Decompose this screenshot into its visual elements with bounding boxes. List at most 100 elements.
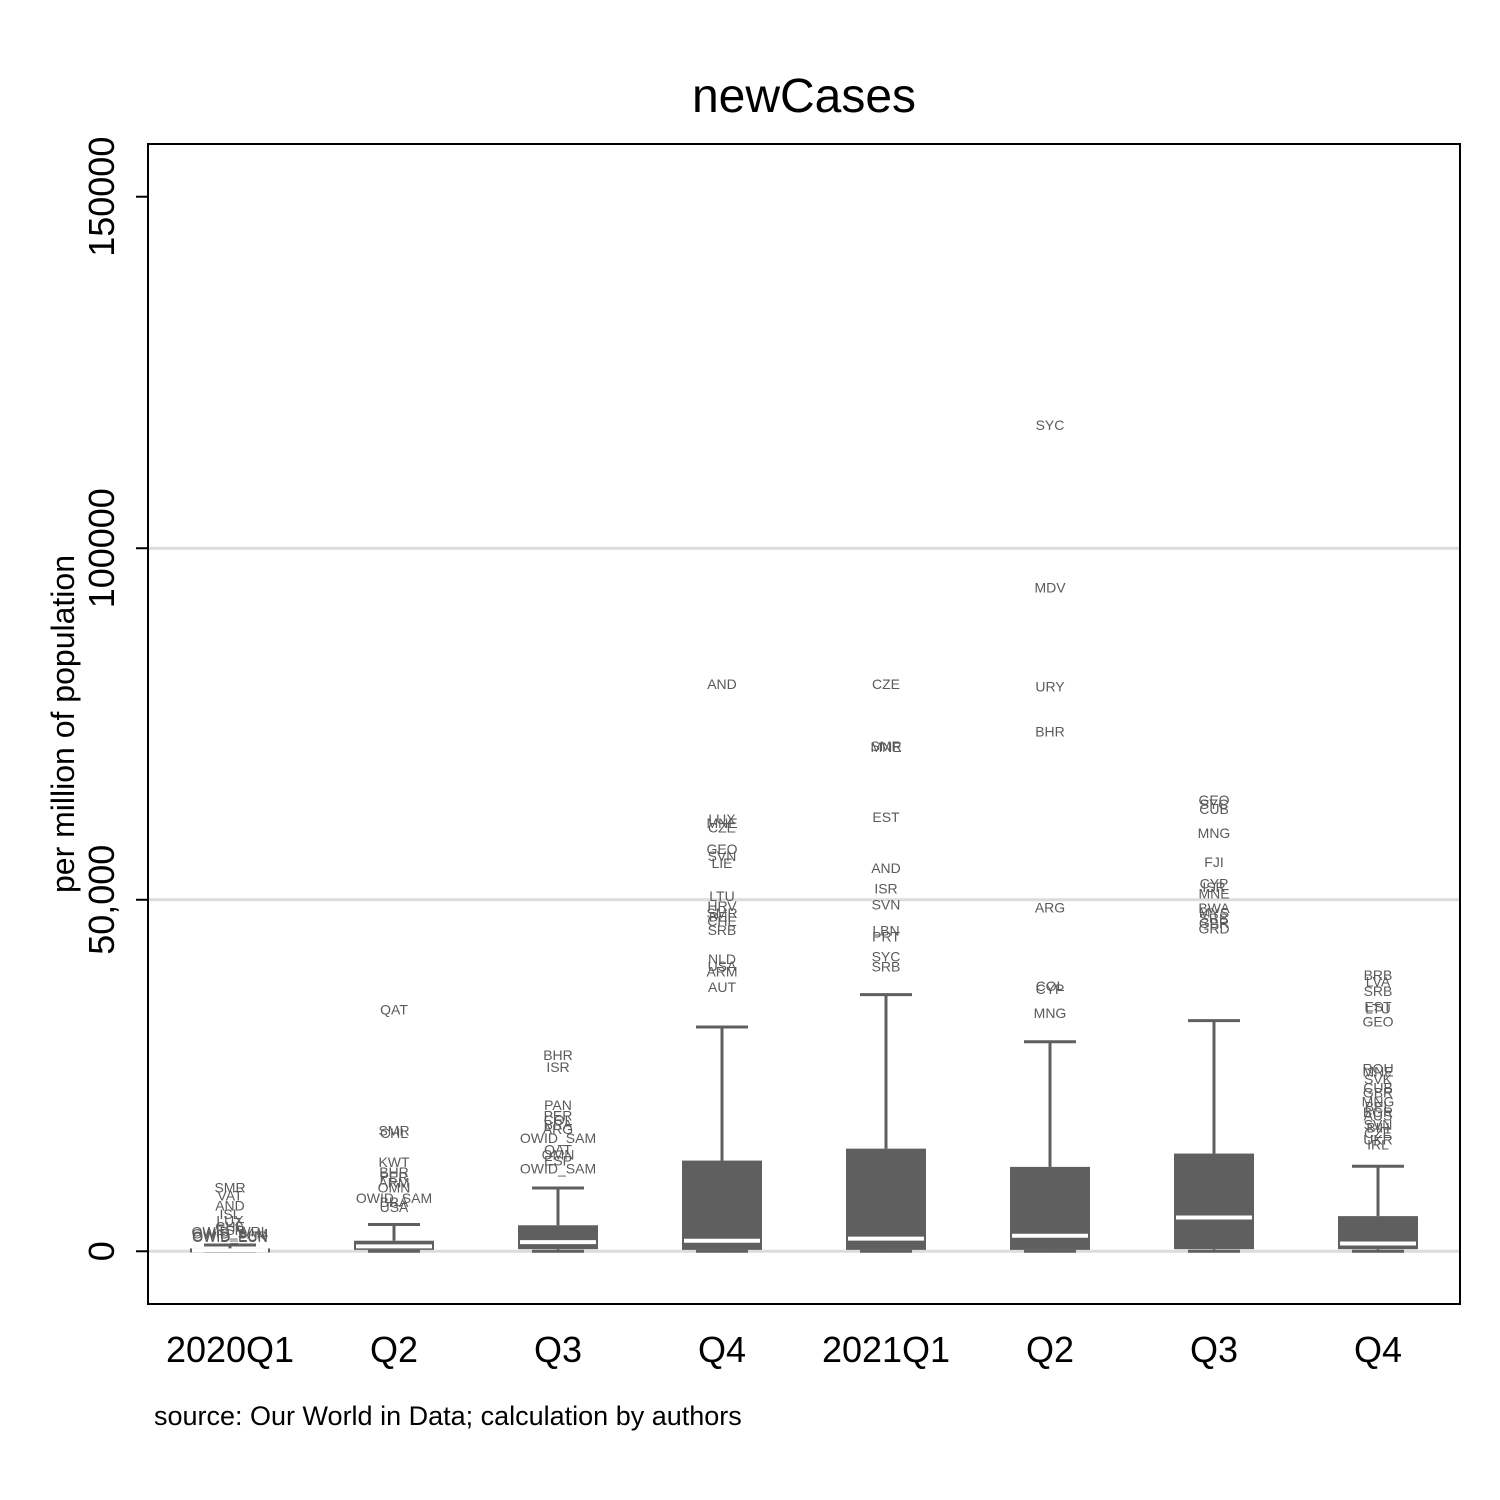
outlier-label: SVK [1364, 1071, 1393, 1087]
outlier-label: GBR [1363, 1084, 1393, 1100]
outlier-label: SMR [214, 1179, 245, 1195]
outlier-label: GEO [1362, 1013, 1393, 1029]
outlier-label: SYC [1036, 417, 1065, 433]
outlier-label: LTU [1365, 1001, 1390, 1017]
box-3 [682, 1025, 762, 1253]
outlier-label: MNE [706, 815, 737, 831]
box-4 [846, 993, 926, 1253]
outlier-label: ISR [874, 881, 897, 897]
outlier-label: ARG [1035, 899, 1065, 915]
outlier-label: FJI [1204, 854, 1223, 870]
outlier-label: USA [380, 1199, 409, 1215]
outlier-label: BEL [709, 909, 736, 925]
outlier-label: MNG [1198, 825, 1231, 841]
outlier-label: ESP [216, 1222, 244, 1238]
outlier-label: BGR [1363, 1104, 1393, 1120]
chart-title: newCases [692, 70, 916, 123]
outlier-label: AUT [708, 979, 736, 995]
x-tick-label: Q4 [1354, 1329, 1402, 1370]
box-plot-boxes [190, 993, 1418, 1253]
outlier-label: QAT [380, 1001, 408, 1017]
outlier-label: ARM [378, 1174, 409, 1190]
outlier-label: GRD [1198, 921, 1229, 937]
outlier-label: COL [544, 1112, 573, 1128]
outlier-label: OMN [542, 1146, 575, 1162]
outlier-label: CYP [1200, 876, 1229, 892]
outlier-label: SVN [1364, 1117, 1393, 1133]
outlier-label: ISR [1202, 879, 1225, 895]
outlier-label: CUB [1199, 801, 1229, 817]
box-2 [518, 1186, 598, 1253]
outlier-label: CUB [1363, 1079, 1393, 1095]
outlier-label: SMR [378, 1122, 409, 1138]
outlier-label: OWID_EUR [192, 1228, 267, 1244]
outlier-label: MNE [870, 739, 901, 755]
outlier-label: CHE [215, 1219, 245, 1235]
y-axis-label: per million of population [45, 555, 81, 893]
outlier-label: OWID_SAM [520, 1130, 596, 1146]
outlier-label: MNE [1362, 1063, 1393, 1079]
outlier-label: SMR [706, 905, 737, 921]
outlier-label: BHR [543, 1047, 573, 1063]
x-tick-label: Q2 [370, 1329, 418, 1370]
outlier-label: UKR [1363, 1131, 1393, 1147]
outlier-label: CZE [708, 819, 736, 835]
box-6 [1174, 1019, 1254, 1253]
outlier-label: ISL [219, 1206, 240, 1222]
outlier-label: BRA [380, 1194, 409, 1210]
outlier-label: COL [1036, 978, 1065, 994]
outlier-label: ESP [544, 1153, 572, 1169]
outlier-label: MDV [1034, 580, 1066, 596]
outlier-label: ISR [546, 1059, 569, 1075]
box-5 [1010, 1040, 1090, 1253]
outlier-label: BEL [1365, 1098, 1392, 1114]
x-axis: 2020Q1 Q2 Q3 Q4 2021Q1 Q2 Q3 Q4 [166, 1329, 1402, 1370]
outlier-label: LBN [872, 923, 899, 939]
source-note: source: Our World in Data; calculation b… [154, 1401, 742, 1431]
outlier-label: LVA [1366, 973, 1391, 989]
outlier-label: OWID_SAM [192, 1226, 268, 1242]
outlier-label: MNG [1034, 1005, 1067, 1021]
outlier-label: BRA [544, 1117, 573, 1133]
outlier-label: CZE [872, 676, 900, 692]
outlier-label: AND [707, 676, 737, 692]
outlier-label: AUS [1364, 1108, 1393, 1124]
outlier-label: ROU [1362, 1060, 1393, 1076]
outlier-label: VAT [217, 1188, 243, 1204]
outlier-label: OWID_WRL [192, 1224, 269, 1240]
x-tick-label: 2021Q1 [822, 1329, 950, 1370]
outlier-label: PER [544, 1108, 573, 1124]
outlier-label: NLD [708, 951, 736, 967]
outlier-label: MNG [1362, 1094, 1395, 1110]
y-tick-label: 0 [81, 1241, 122, 1261]
outlier-label: EST [1364, 999, 1392, 1015]
outlier-label: PRT [872, 928, 900, 944]
outlier-label: OWID_EUN [192, 1229, 267, 1245]
outlier-label: LIE [711, 855, 732, 871]
outlier-label: GBR [1199, 915, 1229, 931]
outlier-label: GEO [1198, 792, 1229, 808]
plot-frame [147, 143, 1461, 1305]
outlier-label: KWT [378, 1154, 410, 1170]
outlier-label: ARM [706, 963, 737, 979]
outlier-label: SRB [708, 922, 737, 938]
iqr-box [682, 1160, 762, 1250]
y-tick-label: 150000 [81, 137, 122, 257]
x-tick-label: Q3 [1190, 1329, 1238, 1370]
outlier-label: GEO [706, 841, 737, 857]
outlier-label: LUX [216, 1212, 244, 1228]
outlier-label: CHE [707, 913, 737, 929]
outlier-label: OMN [378, 1179, 411, 1195]
box-1 [354, 1223, 434, 1253]
outlier-label: MYS [1199, 904, 1229, 920]
outlier-label: PAN [544, 1097, 572, 1113]
outlier-labels: SMRVATANDISLLUXCHEESPOWID_WRLOWID_SAMOWI… [192, 417, 1395, 1245]
outlier-label: HRV [707, 898, 737, 914]
outlier-label: BWA [1198, 900, 1230, 916]
outlier-label: SVN [708, 848, 737, 864]
outlier-label: AND [215, 1198, 245, 1214]
outlier-label: SRB [1200, 910, 1229, 926]
x-tick-label: Q2 [1026, 1329, 1074, 1370]
outlier-label: BIH [1366, 1120, 1389, 1136]
outlier-label: MNE [1198, 885, 1229, 901]
